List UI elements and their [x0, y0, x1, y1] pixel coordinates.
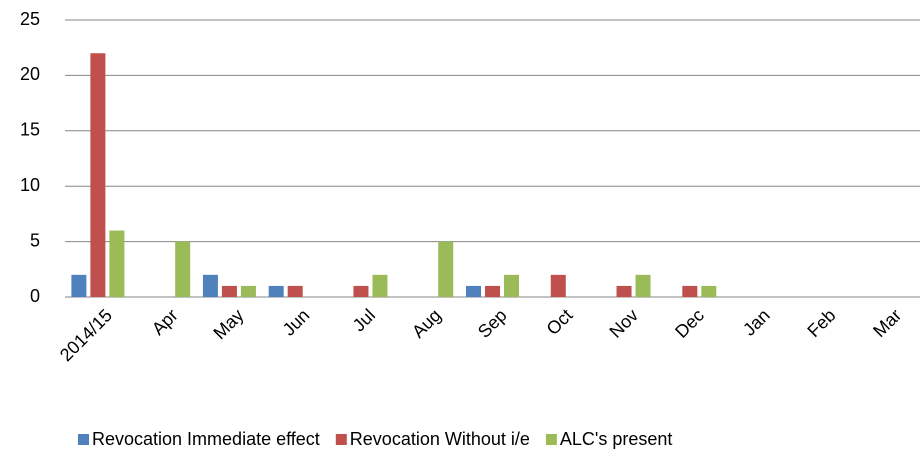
bar	[550, 274, 566, 297]
bar	[287, 285, 303, 297]
bar	[71, 274, 87, 297]
bar	[616, 285, 632, 297]
bar	[504, 274, 519, 297]
y-tick-label: 25	[20, 9, 40, 29]
legend-swatch	[335, 434, 347, 445]
bar	[353, 285, 369, 297]
x-tick-label: Jul	[349, 305, 379, 335]
x-tick-label: Feb	[803, 305, 839, 341]
legend-label: ALC's present	[560, 429, 673, 449]
y-tick-label: 0	[30, 286, 40, 306]
bar	[701, 285, 717, 297]
x-tick-label: Nov	[605, 305, 642, 342]
bar	[221, 285, 237, 297]
x-tick-label: Jun	[279, 305, 314, 340]
bar	[635, 274, 651, 297]
bar	[202, 274, 218, 297]
y-tick-label: 15	[20, 120, 40, 140]
y-tick-label: 20	[20, 64, 40, 84]
y-tick-label: 10	[20, 175, 40, 195]
bar	[268, 285, 284, 297]
bar	[485, 285, 500, 297]
legend-swatch	[545, 434, 557, 445]
x-tick-label: 2014/15	[56, 305, 116, 365]
bar	[466, 285, 481, 297]
legend-label: Revocation Immediate effect	[92, 429, 320, 449]
x-tick-label: Sep	[474, 305, 511, 342]
x-tick-label: Aug	[408, 305, 445, 342]
y-tick-label: 5	[30, 230, 40, 250]
x-tick-label: Apr	[148, 305, 182, 339]
x-tick-label: Jan	[739, 305, 774, 340]
x-tick-label: Oct	[543, 305, 577, 339]
bar	[372, 274, 388, 297]
legend-swatch	[78, 434, 89, 445]
bar	[109, 230, 125, 297]
x-tick-label: May	[209, 305, 247, 343]
x-tick-label: Mar	[869, 305, 905, 341]
bar	[240, 285, 256, 297]
legend-label: Revocation Without i/e	[350, 429, 530, 449]
x-tick-label: Dec	[671, 305, 708, 342]
bar	[90, 53, 106, 297]
bar	[682, 285, 698, 297]
bar	[175, 241, 191, 297]
bar	[438, 241, 454, 297]
